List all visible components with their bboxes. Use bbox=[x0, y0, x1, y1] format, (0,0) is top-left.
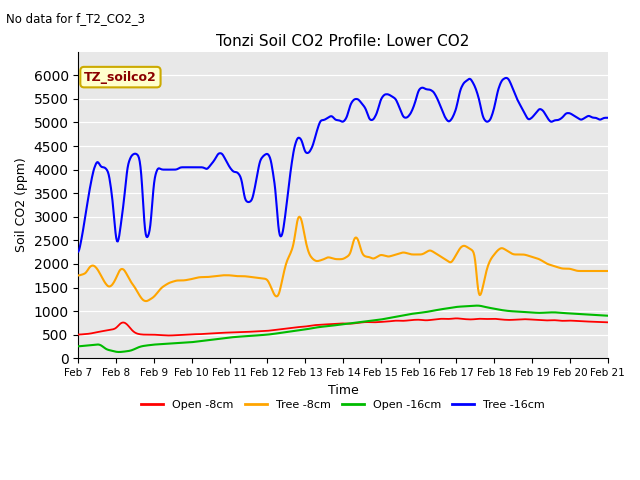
Text: TZ_soilco2: TZ_soilco2 bbox=[84, 71, 157, 84]
Text: No data for f_T2_CO2_3: No data for f_T2_CO2_3 bbox=[6, 12, 145, 25]
Y-axis label: Soil CO2 (ppm): Soil CO2 (ppm) bbox=[15, 157, 28, 252]
Legend: Open -8cm, Tree -8cm, Open -16cm, Tree -16cm: Open -8cm, Tree -8cm, Open -16cm, Tree -… bbox=[136, 395, 550, 414]
X-axis label: Time: Time bbox=[328, 384, 358, 396]
Title: Tonzi Soil CO2 Profile: Lower CO2: Tonzi Soil CO2 Profile: Lower CO2 bbox=[216, 34, 470, 49]
